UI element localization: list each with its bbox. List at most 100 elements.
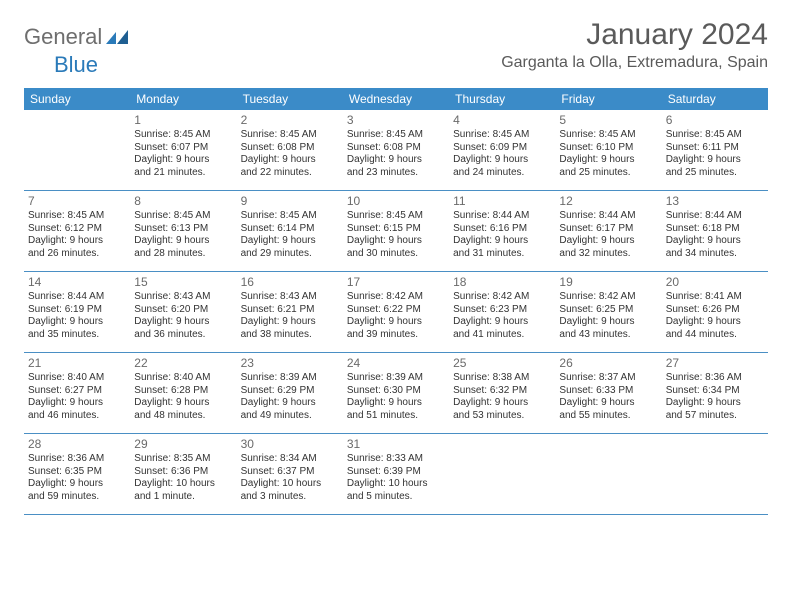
sunrise-text: Sunrise: 8:36 AM — [666, 372, 764, 385]
sunrise-text: Sunrise: 8:36 AM — [28, 453, 126, 466]
day-number: 15 — [134, 275, 232, 290]
logo-text-blue: Blue — [54, 52, 98, 77]
daylight-text: Daylight: 9 hours — [134, 397, 232, 410]
daylight-text: Daylight: 9 hours — [666, 235, 764, 248]
daylight-text: Daylight: 9 hours — [28, 235, 126, 248]
daylight-text: and 31 minutes. — [453, 248, 551, 261]
daylight-text: and 28 minutes. — [134, 248, 232, 261]
daylight-text: Daylight: 9 hours — [666, 154, 764, 167]
day-cell: 17Sunrise: 8:42 AMSunset: 6:22 PMDayligh… — [343, 272, 449, 352]
sunset-text: Sunset: 6:07 PM — [134, 142, 232, 155]
sunset-text: Sunset: 6:09 PM — [453, 142, 551, 155]
day-number: 10 — [347, 194, 445, 209]
sunrise-text: Sunrise: 8:42 AM — [453, 291, 551, 304]
daylight-text: and 24 minutes. — [453, 167, 551, 180]
location-subtitle: Garganta la Olla, Extremadura, Spain — [501, 54, 768, 72]
daylight-text: and 25 minutes. — [559, 167, 657, 180]
day-cell: 8Sunrise: 8:45 AMSunset: 6:13 PMDaylight… — [130, 191, 236, 271]
dow-saturday: Saturday — [662, 88, 768, 110]
day-cell: 14Sunrise: 8:44 AMSunset: 6:19 PMDayligh… — [24, 272, 130, 352]
day-number: 28 — [28, 437, 126, 452]
daylight-text: Daylight: 9 hours — [241, 397, 339, 410]
sunset-text: Sunset: 6:21 PM — [241, 304, 339, 317]
daylight-text: Daylight: 9 hours — [134, 235, 232, 248]
day-number: 17 — [347, 275, 445, 290]
daylight-text: and 3 minutes. — [241, 491, 339, 504]
sunset-text: Sunset: 6:14 PM — [241, 223, 339, 236]
sunset-text: Sunset: 6:08 PM — [241, 142, 339, 155]
daylight-text: Daylight: 10 hours — [347, 478, 445, 491]
sunset-text: Sunset: 6:20 PM — [134, 304, 232, 317]
day-number: 12 — [559, 194, 657, 209]
daylight-text: Daylight: 9 hours — [347, 235, 445, 248]
day-number: 21 — [28, 356, 126, 371]
day-cell: 10Sunrise: 8:45 AMSunset: 6:15 PMDayligh… — [343, 191, 449, 271]
day-cell: 12Sunrise: 8:44 AMSunset: 6:17 PMDayligh… — [555, 191, 661, 271]
sunset-text: Sunset: 6:18 PM — [666, 223, 764, 236]
day-number: 9 — [241, 194, 339, 209]
sunrise-text: Sunrise: 8:40 AM — [134, 372, 232, 385]
day-number: 23 — [241, 356, 339, 371]
dow-sunday: Sunday — [24, 88, 130, 110]
sunset-text: Sunset: 6:39 PM — [347, 466, 445, 479]
daylight-text: and 39 minutes. — [347, 329, 445, 342]
week-row: 28Sunrise: 8:36 AMSunset: 6:35 PMDayligh… — [24, 434, 768, 515]
day-cell: 4Sunrise: 8:45 AMSunset: 6:09 PMDaylight… — [449, 110, 555, 190]
day-number: 20 — [666, 275, 764, 290]
daylight-text: Daylight: 9 hours — [28, 397, 126, 410]
sunset-text: Sunset: 6:30 PM — [347, 385, 445, 398]
daylight-text: Daylight: 9 hours — [453, 235, 551, 248]
day-number: 2 — [241, 113, 339, 128]
week-row: 14Sunrise: 8:44 AMSunset: 6:19 PMDayligh… — [24, 272, 768, 353]
sunrise-text: Sunrise: 8:33 AM — [347, 453, 445, 466]
daylight-text: and 46 minutes. — [28, 410, 126, 423]
day-cell: 7Sunrise: 8:45 AMSunset: 6:12 PMDaylight… — [24, 191, 130, 271]
daylight-text: and 25 minutes. — [666, 167, 764, 180]
day-cell — [662, 434, 768, 514]
daylight-text: and 36 minutes. — [134, 329, 232, 342]
day-cell: 6Sunrise: 8:45 AMSunset: 6:11 PMDaylight… — [662, 110, 768, 190]
dow-wednesday: Wednesday — [343, 88, 449, 110]
daylight-text: and 55 minutes. — [559, 410, 657, 423]
sunset-text: Sunset: 6:22 PM — [347, 304, 445, 317]
sunrise-text: Sunrise: 8:45 AM — [347, 210, 445, 223]
daylight-text: Daylight: 9 hours — [666, 316, 764, 329]
sunrise-text: Sunrise: 8:39 AM — [241, 372, 339, 385]
day-number: 24 — [347, 356, 445, 371]
day-number: 8 — [134, 194, 232, 209]
day-cell: 1Sunrise: 8:45 AMSunset: 6:07 PMDaylight… — [130, 110, 236, 190]
day-number: 4 — [453, 113, 551, 128]
day-cell: 13Sunrise: 8:44 AMSunset: 6:18 PMDayligh… — [662, 191, 768, 271]
sunset-text: Sunset: 6:35 PM — [28, 466, 126, 479]
day-cell: 27Sunrise: 8:36 AMSunset: 6:34 PMDayligh… — [662, 353, 768, 433]
daylight-text: Daylight: 9 hours — [28, 478, 126, 491]
calendar: Sunday Monday Tuesday Wednesday Thursday… — [24, 88, 768, 515]
daylight-text: and 53 minutes. — [453, 410, 551, 423]
daylight-text: Daylight: 9 hours — [559, 397, 657, 410]
day-number: 18 — [453, 275, 551, 290]
sunset-text: Sunset: 6:36 PM — [134, 466, 232, 479]
sunset-text: Sunset: 6:32 PM — [453, 385, 551, 398]
day-number: 5 — [559, 113, 657, 128]
daylight-text: and 48 minutes. — [134, 410, 232, 423]
daylight-text: and 1 minute. — [134, 491, 232, 504]
daylight-text: Daylight: 9 hours — [347, 316, 445, 329]
day-cell — [24, 110, 130, 190]
month-title: January 2024 — [501, 18, 768, 52]
day-cell: 24Sunrise: 8:39 AMSunset: 6:30 PMDayligh… — [343, 353, 449, 433]
day-cell: 26Sunrise: 8:37 AMSunset: 6:33 PMDayligh… — [555, 353, 661, 433]
daylight-text: Daylight: 9 hours — [559, 235, 657, 248]
day-number: 3 — [347, 113, 445, 128]
sunset-text: Sunset: 6:15 PM — [347, 223, 445, 236]
sunset-text: Sunset: 6:12 PM — [28, 223, 126, 236]
day-cell: 28Sunrise: 8:36 AMSunset: 6:35 PMDayligh… — [24, 434, 130, 514]
daylight-text: and 26 minutes. — [28, 248, 126, 261]
daylight-text: Daylight: 9 hours — [453, 154, 551, 167]
logo-mark-icon — [106, 24, 128, 50]
day-cell — [449, 434, 555, 514]
daylight-text: and 43 minutes. — [559, 329, 657, 342]
sunrise-text: Sunrise: 8:40 AM — [28, 372, 126, 385]
week-row: 7Sunrise: 8:45 AMSunset: 6:12 PMDaylight… — [24, 191, 768, 272]
daylight-text: Daylight: 9 hours — [453, 316, 551, 329]
day-cell: 5Sunrise: 8:45 AMSunset: 6:10 PMDaylight… — [555, 110, 661, 190]
